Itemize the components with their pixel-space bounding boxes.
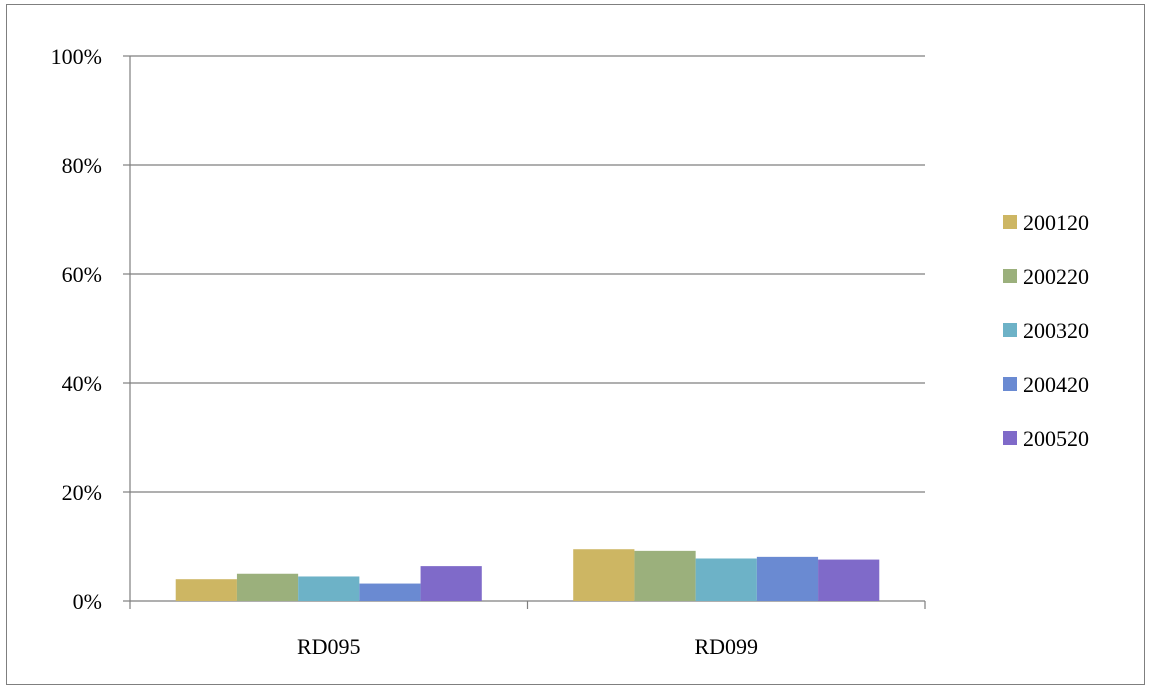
bar-200120-RD099 [573,549,635,601]
y-tick-label: 60% [62,262,102,287]
x-tick-label: RD099 [694,634,758,659]
legend-swatch-200220 [1003,269,1017,283]
bar-200220-RD099 [634,550,696,601]
legend-label-200520: 200520 [1023,426,1089,451]
bar-200420-RD099 [756,556,819,601]
y-tick-label: 40% [62,371,102,396]
legend-swatch-200320 [1003,323,1017,337]
bar-200520-RD099 [818,559,880,601]
y-tick-label: 20% [62,480,102,505]
bar-200320-RD095 [298,576,360,601]
legend-swatch-200420 [1003,377,1017,391]
bar-200320-RD099 [695,558,757,601]
y-tick-label: 80% [62,153,102,178]
x-tick-label: RD095 [297,634,361,659]
bar-200420-RD095 [359,583,421,601]
legend-swatch-200120 [1003,215,1017,229]
bar-200120-RD095 [175,579,237,601]
y-tick-label: 0% [73,589,102,614]
bar-200520-RD095 [420,566,482,601]
legend-label-200320: 200320 [1023,318,1089,343]
bar-200220-RD095 [236,573,299,601]
legend-label-200420: 200420 [1023,372,1089,397]
legend-label-200120: 200120 [1023,210,1089,235]
y-tick-label: 100% [51,44,102,69]
legend-label-200220: 200220 [1023,264,1089,289]
legend-swatch-200520 [1003,431,1017,445]
